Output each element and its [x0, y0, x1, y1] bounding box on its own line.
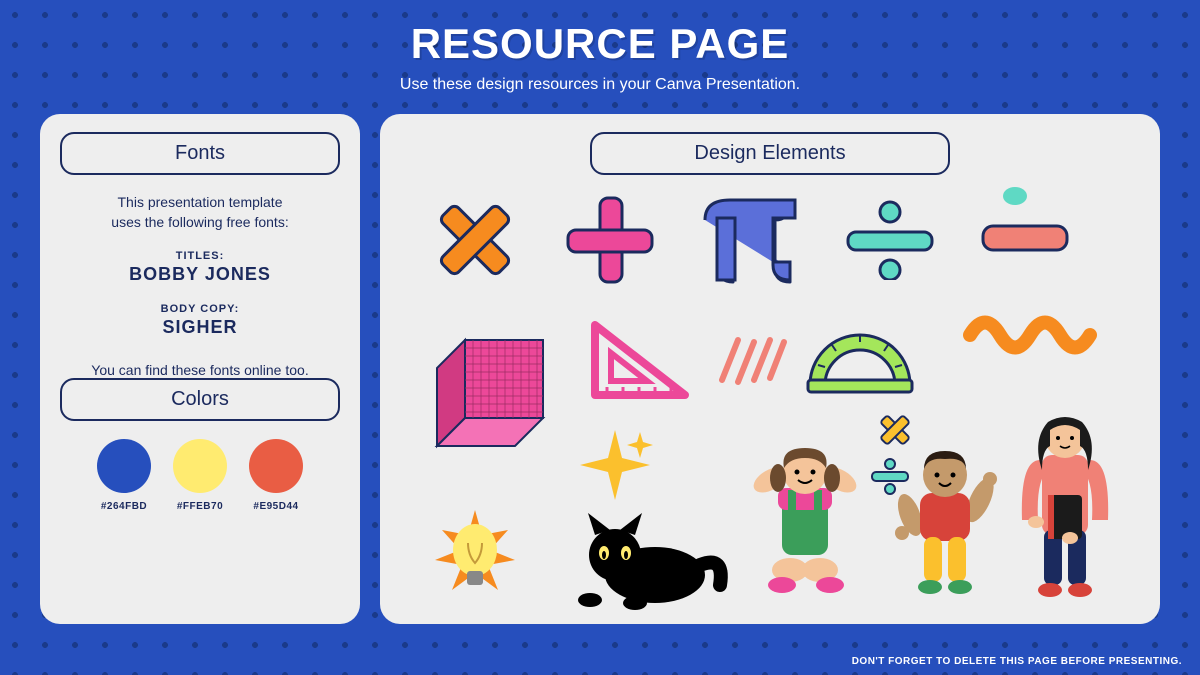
minus-icon	[980, 223, 1070, 253]
swatch-item: #E95D44	[249, 439, 303, 512]
plus-icon	[560, 190, 660, 290]
cat-icon	[560, 505, 730, 615]
swatch-hex: #FFEB70	[173, 501, 227, 512]
page-subtitle: Use these design resources in your Canva…	[0, 76, 1200, 94]
swatch-item: #FFEB70	[173, 439, 227, 512]
titles-font-name: BOBBY JONES	[60, 264, 340, 285]
divide-icon	[840, 200, 940, 280]
triangle-ruler-icon	[585, 315, 695, 405]
boy-character-icon	[890, 445, 1000, 615]
hash-scribble-icon	[710, 330, 790, 390]
page-title: RESOURCE PAGE	[0, 20, 1200, 68]
design-heading: Design Elements	[590, 132, 950, 175]
fonts-colors-panel: Fonts This presentation template uses th…	[40, 114, 360, 624]
pi-icon	[695, 190, 805, 290]
squiggle-icon	[960, 305, 1100, 375]
cube-icon	[425, 320, 555, 450]
multiply-icon	[430, 195, 520, 285]
swatch-circle	[173, 439, 227, 493]
fonts-desc-line2: uses the following free fonts:	[111, 214, 288, 230]
girl-character-icon	[740, 440, 870, 615]
fonts-desc-line1: This presentation template	[118, 194, 283, 210]
lightbulb-icon	[420, 495, 530, 605]
swatch-circle	[97, 439, 151, 493]
small-multiply-icon	[875, 410, 915, 450]
color-swatches: #264FBD #FFEB70 #E95D44	[60, 439, 340, 512]
body-font-name: SIGHER	[60, 317, 340, 338]
protractor-icon	[800, 320, 920, 395]
swatch-hex: #E95D44	[249, 501, 303, 512]
design-canvas	[400, 185, 1140, 625]
body-label: BODY COPY:	[60, 303, 340, 315]
header: RESOURCE PAGE Use these design resources…	[0, 0, 1200, 94]
titles-label: TITLES:	[60, 250, 340, 262]
fonts-description: This presentation template uses the foll…	[60, 193, 340, 232]
swatch-hex: #264FBD	[97, 501, 151, 512]
fonts-heading: Fonts	[60, 132, 340, 175]
teal-dot-icon	[1000, 185, 1030, 207]
swatch-item: #264FBD	[97, 439, 151, 512]
content-row: Fonts This presentation template uses th…	[0, 94, 1200, 624]
sparkle-icon	[570, 420, 660, 510]
swatch-circle	[249, 439, 303, 493]
fonts-note: You can find these fonts online too.	[60, 362, 340, 378]
footer-note: DON'T FORGET TO DELETE THIS PAGE BEFORE …	[852, 656, 1182, 667]
design-elements-panel: Design Elements	[380, 114, 1160, 624]
colors-heading: Colors	[60, 378, 340, 421]
teacher-character-icon	[1000, 410, 1130, 620]
